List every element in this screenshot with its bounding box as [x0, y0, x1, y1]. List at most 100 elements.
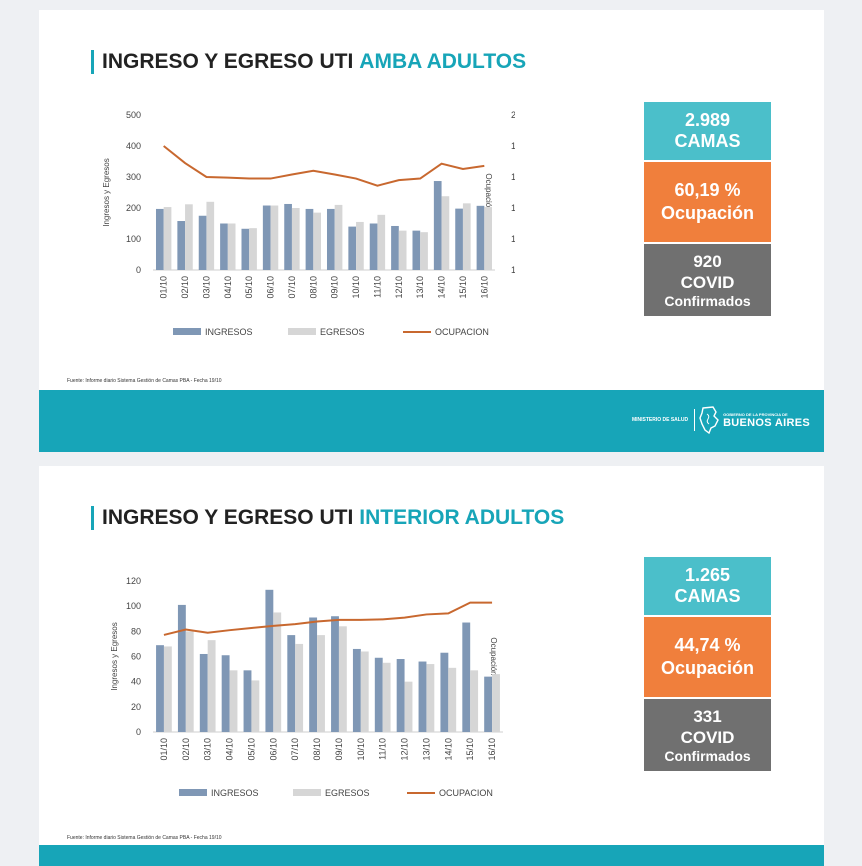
x-tick-label: 10/10 — [351, 276, 361, 299]
x-tick-label: 04/10 — [223, 276, 233, 299]
stats-boxes: 1.265 CAMAS 44,74 % Ocupación 331 COVID … — [644, 557, 771, 773]
bar-egresos — [270, 205, 279, 270]
bar-egresos — [163, 207, 172, 270]
bar-egresos — [377, 214, 386, 270]
x-tick-label: 03/10 — [203, 738, 213, 761]
x-tick-label: 08/10 — [312, 738, 322, 761]
gov-small: GOBIERNO DE LA PROVINCIA DE — [723, 411, 788, 417]
legend-swatch — [179, 789, 207, 796]
chart-svg-amba: 0 100 200 300 400 500 1500 1600 1700 1800 1900 2000… — [102, 110, 531, 337]
y-tick-label: 100 — [126, 234, 141, 244]
bar-egresos — [229, 670, 238, 732]
bar-ingresos — [265, 589, 274, 732]
bar-ingresos — [412, 230, 421, 270]
y2-tick-label: 2000 — [511, 110, 515, 120]
province-map-icon — [699, 406, 719, 434]
y-tick-label: 40 — [131, 677, 141, 687]
bar-egresos — [420, 232, 428, 270]
bar-ingresos — [198, 215, 207, 270]
x-tick-label: 05/10 — [244, 276, 254, 299]
y2-axis-label: Ocupación — [489, 637, 498, 675]
source-note: Fuente: Informe diario Sistema Gestión d… — [67, 835, 222, 841]
bar-egresos — [338, 626, 347, 732]
y-tick-label: 60 — [131, 652, 141, 662]
bar-ingresos — [221, 655, 230, 732]
ocupacion-label: Ocupación — [660, 658, 754, 678]
bar-egresos — [249, 228, 257, 270]
x-tick-label: 16/10 — [487, 738, 497, 761]
bar-egresos — [360, 651, 369, 732]
covid-value: 920 — [693, 251, 722, 271]
bar-ingresos — [305, 208, 314, 270]
y-tick-label: 0 — [136, 727, 141, 737]
bar-ingresos — [199, 653, 208, 732]
x-tick-label: 06/10 — [266, 276, 276, 299]
bar-egresos — [207, 640, 216, 732]
bar-egresos — [185, 204, 193, 270]
x-tick-label: 07/10 — [290, 738, 300, 761]
bar-egresos — [206, 201, 215, 270]
bar-egresos — [382, 662, 391, 732]
bar-ingresos — [348, 226, 357, 270]
x-tick-label: 02/10 — [181, 738, 191, 761]
camas-value: 2.989 — [684, 110, 731, 130]
legend-swatch — [293, 789, 321, 796]
bar-egresos — [441, 196, 450, 270]
bar-egresos — [404, 681, 413, 732]
bar-egresos — [334, 204, 343, 270]
y2-tick-label: 1900 — [511, 141, 515, 151]
y-tick-label: 20 — [131, 702, 141, 712]
bar-ingresos — [369, 223, 378, 270]
covid-value: 331 — [693, 706, 722, 726]
gov-big: BUENOS AIRES — [723, 416, 810, 429]
covid-box: 331 COVID Confirmados — [644, 699, 771, 771]
bar-ingresos — [177, 604, 186, 732]
logo: MINISTERIO DE SALUD GOBIERNO DE LA PROVI… — [632, 406, 810, 434]
bar-ingresos — [455, 208, 463, 270]
bar-egresos — [251, 680, 260, 732]
bar-ingresos — [352, 648, 361, 732]
y-tick-label: 300 — [126, 172, 141, 182]
ministry-label: MINISTERIO DE SALUD — [631, 417, 689, 423]
bar-ingresos — [243, 670, 252, 732]
y2-axis-label: Ocupación — [484, 173, 493, 211]
x-tick-label: 04/10 — [225, 738, 235, 761]
source-note: Fuente: Informe diario Sistema Gestión d… — [67, 378, 222, 384]
x-tick-label: 13/10 — [421, 738, 431, 761]
chart-interior: 0204060801001200100200300400500600700Ing… — [95, 571, 534, 816]
y2-tick-label: 1600 — [511, 234, 515, 244]
bar-ingresos — [241, 228, 250, 270]
x-tick-label: 11/10 — [372, 276, 382, 298]
slide-title: INGRESO Y EGRESO UTI INTERIOR ADULTOS — [91, 506, 564, 530]
slide-amba: INGRESO Y EGRESO UTI AMBA ADULTOS 0 100 20… — [39, 10, 824, 452]
x-tick-label: 16/10 — [479, 276, 489, 299]
title-accent: INTERIOR ADULTOS — [359, 506, 565, 529]
bar-egresos — [448, 667, 457, 732]
covid-box: 920 COVID Confirmados — [644, 244, 771, 316]
legend-swatch — [288, 328, 316, 335]
x-tick-label: 12/10 — [394, 276, 404, 299]
y-tick-label: 200 — [126, 203, 141, 213]
bar-egresos — [398, 230, 407, 270]
x-tick-label: 13/10 — [415, 276, 425, 299]
x-tick-label: 09/10 — [330, 276, 340, 299]
ocupacion-line — [163, 601, 493, 636]
bar-ingresos — [440, 652, 449, 732]
legend-label: OCUPACION — [435, 327, 489, 337]
legend-label: INGRESOS — [211, 788, 259, 798]
ocupacion-label: Ocupación — [660, 203, 754, 223]
bar-egresos — [295, 643, 304, 732]
chart-amba: 0 100 200 300 400 500 1500 1600 1700 1800 1900 2000… — [95, 105, 531, 360]
footer-band: MINISTERIO DE SALUD GOBIERNO DE LA PROVI… — [39, 390, 824, 452]
x-tick-label: 12/10 — [400, 738, 410, 761]
bar-ingresos — [309, 617, 318, 732]
bar-ingresos — [396, 659, 405, 732]
bar-egresos — [462, 203, 471, 270]
bar-ingresos — [331, 616, 339, 732]
covid-sublabel: Confirmados — [664, 747, 751, 764]
title-bar — [91, 50, 94, 74]
bar-egresos — [163, 646, 172, 732]
bar-egresos — [356, 221, 364, 270]
bar-egresos — [185, 631, 194, 732]
bar-ingresos — [287, 635, 296, 732]
